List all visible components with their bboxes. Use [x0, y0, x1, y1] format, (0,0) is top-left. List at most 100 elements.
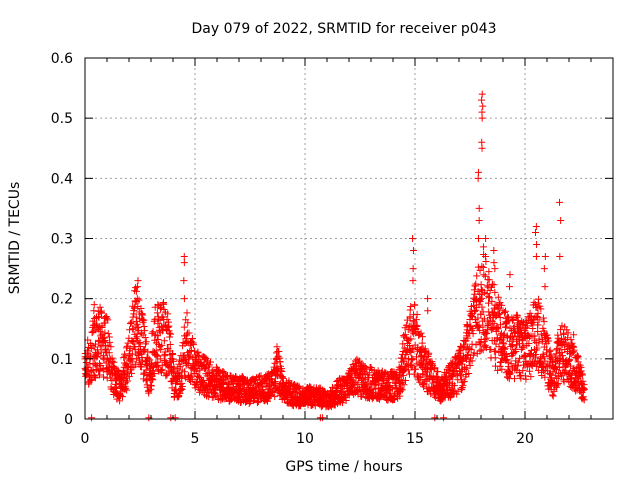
data-point	[409, 277, 417, 285]
data-point	[98, 324, 106, 332]
data-point	[483, 290, 491, 298]
data-point	[103, 314, 111, 322]
data-point	[514, 362, 522, 370]
data-point	[295, 383, 303, 391]
data-point	[180, 259, 188, 267]
data-point	[493, 324, 501, 332]
data-point	[148, 359, 156, 367]
data-point	[529, 325, 537, 333]
data-point	[380, 376, 388, 384]
data-point	[294, 384, 302, 392]
data-point	[400, 381, 408, 389]
data-point	[476, 340, 484, 348]
data-point	[406, 313, 414, 321]
data-point	[362, 365, 370, 373]
data-point	[135, 296, 143, 304]
data-point	[98, 309, 106, 317]
data-point	[132, 355, 140, 363]
data-point	[144, 348, 152, 356]
data-point	[412, 316, 420, 324]
data-point	[382, 369, 390, 377]
data-point	[159, 298, 167, 306]
data-point	[574, 353, 582, 361]
data-point	[121, 352, 129, 360]
data-point	[541, 373, 549, 381]
data-point	[397, 385, 405, 393]
data-point	[431, 364, 439, 372]
data-point	[106, 338, 114, 346]
data-point	[401, 377, 409, 385]
data-point	[178, 382, 186, 390]
data-point	[451, 382, 459, 390]
data-point	[288, 392, 296, 400]
data-point	[442, 374, 450, 382]
data-point	[119, 393, 127, 401]
data-point	[223, 373, 231, 381]
data-point	[187, 371, 195, 379]
data-point	[333, 399, 341, 407]
data-point	[128, 337, 136, 345]
data-point	[403, 360, 411, 368]
data-point	[328, 383, 336, 391]
data-point	[556, 198, 564, 206]
data-point	[506, 370, 514, 378]
data-point	[574, 352, 582, 360]
data-point	[477, 294, 485, 302]
data-point	[135, 349, 143, 357]
data-point	[490, 319, 498, 327]
data-point	[250, 394, 258, 402]
data-point	[465, 370, 473, 378]
data-point	[564, 334, 572, 342]
data-point	[414, 327, 422, 335]
data-point	[519, 367, 527, 375]
data-point	[464, 334, 472, 342]
data-point	[131, 287, 139, 295]
data-point	[514, 316, 522, 324]
data-point	[557, 216, 565, 224]
data-point	[99, 365, 107, 373]
data-point	[398, 386, 406, 394]
data-point	[558, 335, 566, 343]
data-point	[490, 337, 498, 345]
data-point	[474, 168, 482, 176]
data-point	[153, 362, 161, 370]
data-point	[569, 343, 577, 351]
data-point	[491, 288, 499, 296]
data-point	[580, 396, 588, 404]
data-point	[142, 338, 150, 346]
data-point	[218, 380, 226, 388]
data-point	[552, 350, 560, 358]
x-tick-label: 10	[296, 431, 314, 447]
data-point	[152, 359, 160, 367]
data-point	[158, 341, 166, 349]
data-point	[95, 313, 103, 321]
data-point	[541, 283, 549, 291]
data-point	[464, 350, 472, 358]
chart-title: Day 079 of 2022, SRMTID for receiver p04…	[191, 21, 496, 37]
data-point	[421, 376, 429, 384]
x-tick-label: 5	[191, 431, 200, 447]
data-point	[525, 340, 533, 348]
data-point	[271, 393, 279, 401]
data-point	[572, 374, 580, 382]
data-point	[82, 358, 90, 366]
data-point	[483, 282, 491, 290]
data-point	[396, 373, 404, 381]
data-point	[84, 364, 92, 372]
data-point	[424, 352, 432, 360]
data-point	[425, 349, 433, 357]
data-point	[496, 321, 504, 329]
data-point	[516, 354, 524, 362]
data-point	[158, 366, 166, 374]
data-point	[137, 305, 145, 313]
data-point	[478, 138, 486, 146]
data-point	[565, 370, 573, 378]
data-point	[215, 366, 223, 374]
data-point	[188, 375, 196, 383]
data-point	[479, 102, 487, 110]
data-point	[402, 347, 410, 355]
data-point	[388, 385, 396, 393]
data-point	[390, 392, 398, 400]
data-point	[556, 253, 564, 261]
x-tick-label: 20	[516, 431, 534, 447]
